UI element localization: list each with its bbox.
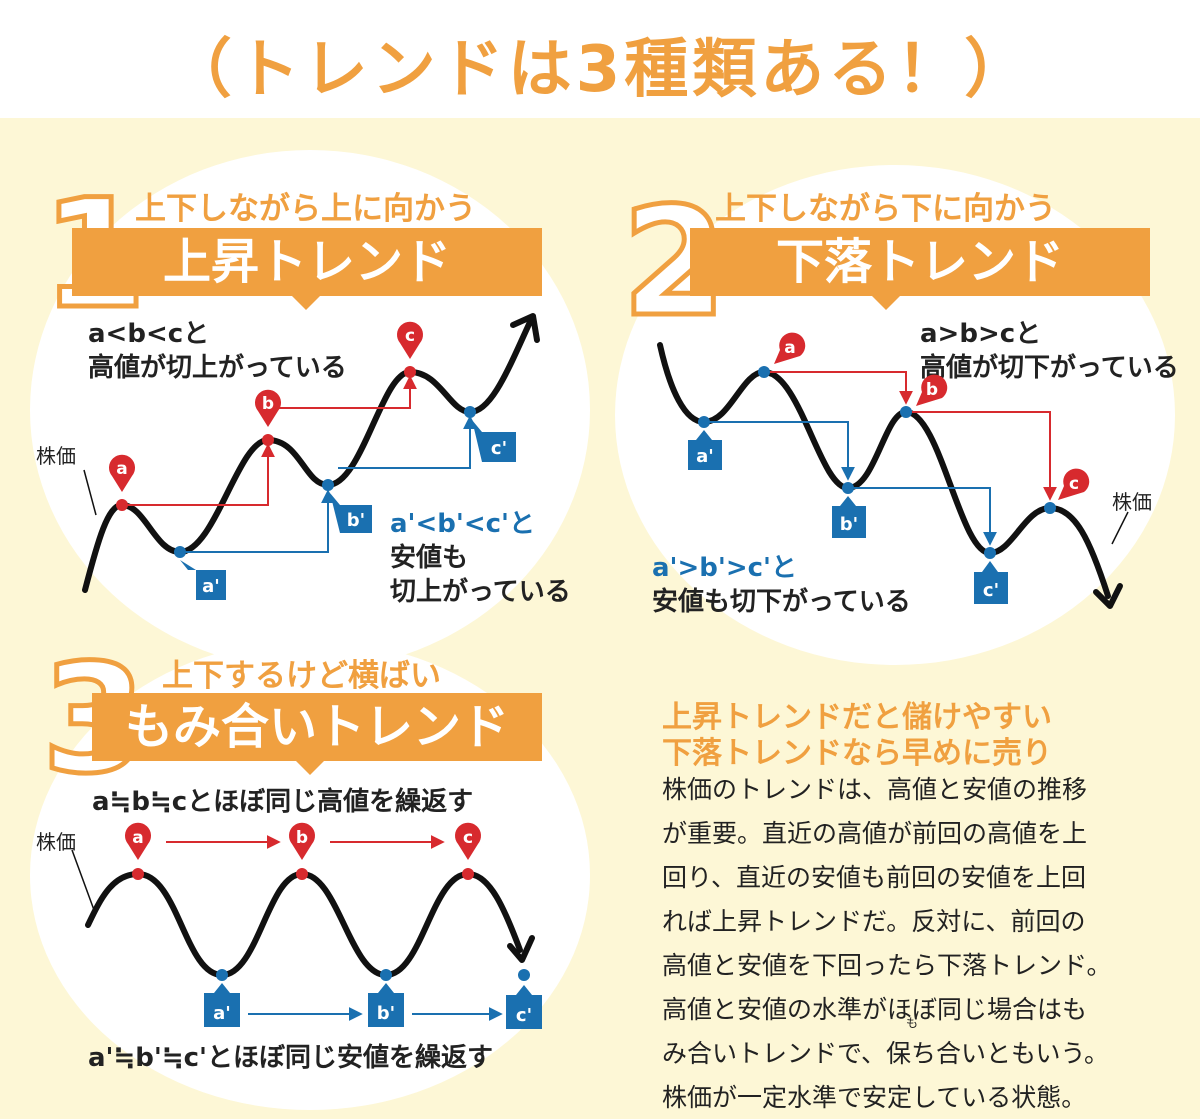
panel2-low-arrow-1 [708, 421, 855, 481]
panel3-tag-c-prime: c' [506, 985, 542, 1029]
panel3-pin-c: c [455, 822, 482, 860]
panel2-pin-c: c [1058, 468, 1090, 500]
sidebar-ruby: も [906, 1016, 919, 1030]
panel2-heading-pointer [872, 296, 900, 310]
panel3-price-label: 株価 [36, 830, 76, 854]
panel1-tag-c-prime-label: c' [491, 438, 507, 459]
panel3-price-curve [85, 870, 523, 979]
sidebar-line: れば上昇トレンドだ。反対に、前回の [662, 907, 1086, 936]
panel2-high-text: 高値が切下がっている [920, 353, 1179, 383]
panel1-pin-b: b [255, 389, 282, 427]
panel1-high-text: 高値が切上がっている [88, 353, 347, 383]
panel3-pin-a: a [125, 822, 151, 860]
panel2-pin-b: b [916, 374, 948, 406]
panel1-tag-b-prime: b' [330, 493, 372, 533]
panel1-high-arrow-2 [275, 375, 417, 409]
panel3-heading: もみ合いトレンド [92, 693, 542, 761]
panel2-pin-c-label: c [1069, 474, 1079, 494]
panel3-low-note: a'≒b'≒c'とほぼ同じ安値を繰返す [88, 1043, 494, 1073]
panel1-low-arrow-2 [338, 415, 477, 469]
panel2-pin-a-label: a [784, 338, 795, 358]
panel1-high-arrow-1 [125, 443, 275, 506]
panel2-high-relation: a>b>cと [920, 319, 1042, 349]
sidebar-line: 高値と安値の水準がほぼ同じ場合はも [662, 995, 1088, 1024]
panel1-low-text2: 切上がっている [390, 577, 571, 607]
panel1-heading: 上昇トレンド [72, 228, 542, 296]
panel1-pin-b-label: b [262, 394, 274, 414]
panel1-pin-a-label: a [116, 459, 127, 479]
panel3-tag-a-prime-label: a' [213, 1003, 231, 1024]
panel3-pin-c-label: c [463, 828, 473, 848]
panel1-trend-arrowhead [510, 313, 540, 343]
panel1-low-text1: 安値も [390, 543, 469, 573]
panel1-tag-a-prime-label: a' [202, 576, 220, 597]
panel1-pin-a: a [109, 454, 135, 492]
panel1-heading-pointer [292, 296, 320, 310]
sidebar-line: 高値と安値を下回ったら下落トレンド。 [662, 951, 1112, 980]
sidebar-line: 株価のトレンドは、高値と安値の推移 [662, 775, 1088, 804]
panel3-tag-c-prime-label: c' [516, 1005, 532, 1026]
sidebar-line: が重要。直近の高値が前回の高値を上 [662, 819, 1088, 848]
panel2-low-arrow-2 [854, 487, 997, 546]
panel3-pin-b: b [289, 822, 316, 860]
panel2-tag-b-prime: b' [832, 496, 866, 538]
panel3-subtitle: 上下するけど横ばい [162, 658, 441, 694]
panel2-tag-a-prime: a' [688, 430, 722, 470]
panel1-price-curve [82, 319, 533, 593]
panel2-high-arrow-1 [768, 371, 913, 405]
panel2-pin-a: a [774, 332, 806, 364]
panel3-pin-b-label: b [296, 828, 308, 848]
panel2-price-label: 株価 [1112, 490, 1152, 514]
panel3-pin-a-label: a [132, 828, 143, 848]
panel2-low-relation: a'>b'>c'と [652, 553, 798, 583]
panel1-low-relation: a'<b'<c'と [390, 509, 536, 539]
sidebar-line: 回り、直近の安値も前回の安値を上回 [662, 863, 1087, 892]
panel2-trend-arrowhead [1093, 583, 1123, 609]
panel1-price-label: 株価 [36, 444, 76, 468]
panel2-heading: 下落トレンド [690, 228, 1150, 296]
panel3-high-note: a≒b≒cとほぼ同じ高値を繰返す [92, 787, 474, 817]
panel2-low-text: 安値も切下がっている [652, 587, 911, 617]
panel3-tag-b-prime: b' [368, 983, 404, 1027]
sidebar-line: 株価が一定水準で安定している状態。 [662, 1083, 1087, 1112]
panel2-subtitle: 上下しながら下に向かう [715, 191, 1056, 227]
panel3-trend-arrowhead [507, 935, 535, 963]
sidebar-body: 株価のトレンドは、高値と安値の推移 が重要。直近の高値が前回の高値を上 回り、直… [662, 768, 1142, 1120]
panel2-tag-c-prime-label: c' [983, 580, 999, 601]
panel3-tag-b-prime-label: b' [377, 1003, 395, 1024]
panel1-pin-c: c [397, 321, 424, 359]
sidebar-heading-2: 下落トレンドなら早めに売り [662, 736, 1052, 771]
panel1-tag-a-prime: a' [180, 560, 226, 600]
panel2-tag-a-prime-label: a' [696, 446, 714, 467]
panel3-heading-pointer [296, 761, 324, 775]
sidebar-line: み合いトレンドで、保ち合いともいう。 [662, 1039, 1110, 1068]
panel1-low-arrow-1 [183, 489, 335, 553]
panel1-tag-b-prime-label: b' [347, 510, 365, 531]
panel2-pin-b-label: b [926, 380, 938, 400]
page-title: （トレンドは3種類ある！） [167, 33, 1033, 107]
panel1-high-relation: a<b<cと [88, 319, 210, 349]
panel1-subtitle: 上下しながら上に向かう [135, 191, 476, 227]
panel2-tag-c-prime: c' [974, 561, 1008, 604]
sidebar-heading-1: 上昇トレンドだと儲けやすい [662, 700, 1052, 735]
panel2-price-curve [657, 342, 1111, 599]
panel2-high-arrow-2 [912, 411, 1057, 501]
panel3-tag-a-prime: a' [204, 983, 240, 1027]
panel1-tag-c-prime: c' [472, 420, 516, 462]
panel1-pin-c-label: c [405, 326, 415, 346]
panel2-tag-b-prime-label: b' [840, 514, 858, 535]
